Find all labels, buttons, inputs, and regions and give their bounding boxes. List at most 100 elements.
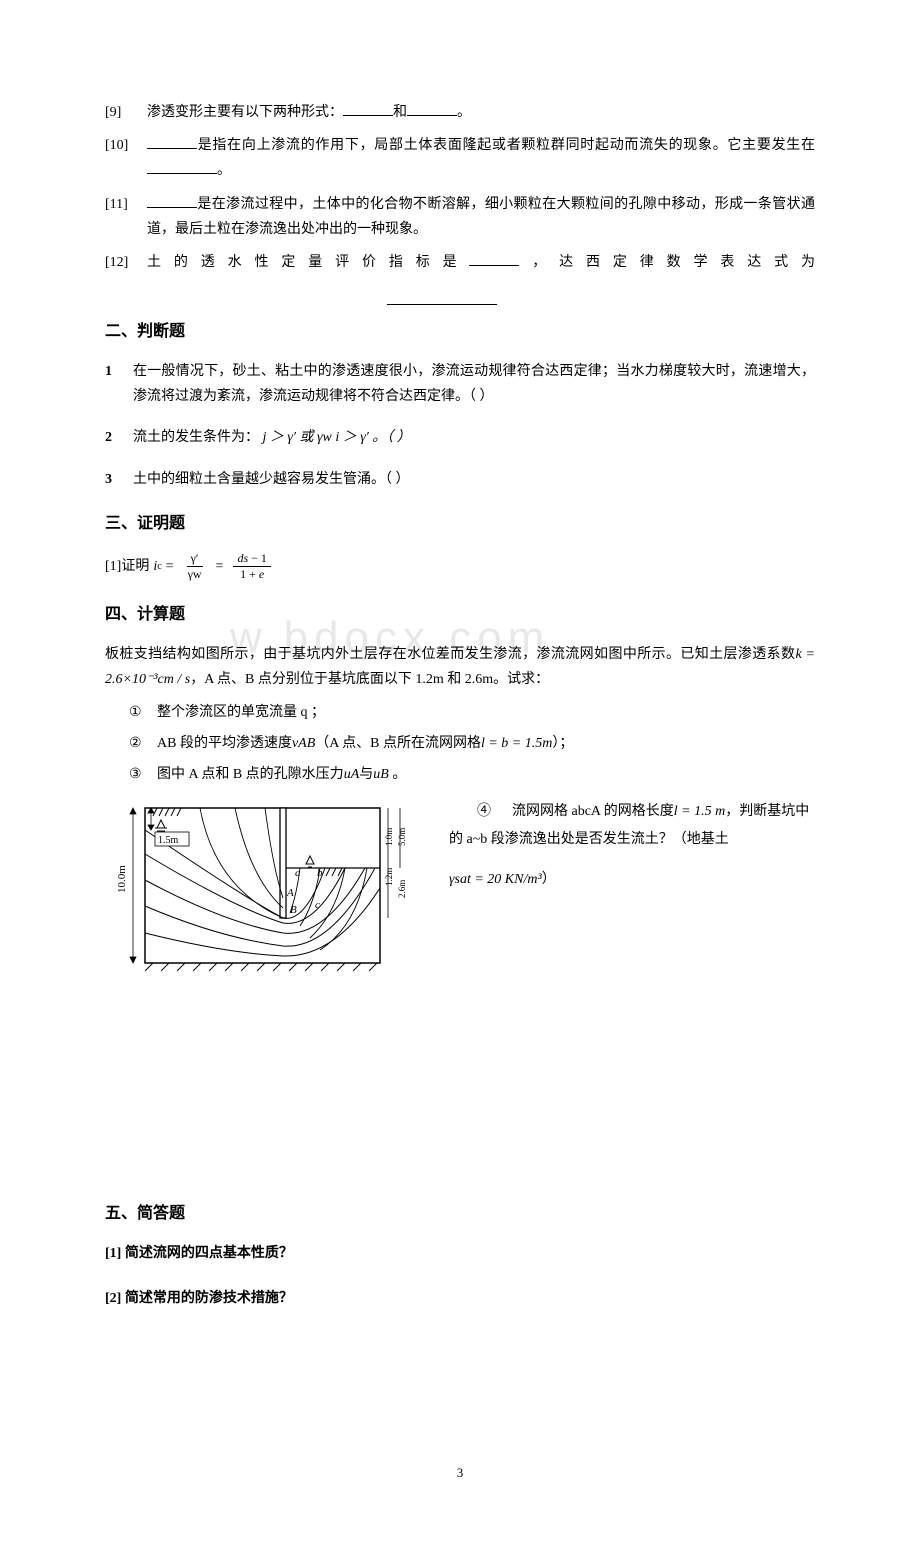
text-segment: ）； bbox=[552, 736, 573, 751]
label-c: c bbox=[315, 899, 320, 911]
text-segment: 。 bbox=[389, 767, 407, 782]
frac-num: ds − 1 bbox=[233, 551, 270, 568]
math-var: ds bbox=[237, 551, 248, 565]
circle-num: ④ bbox=[477, 804, 491, 819]
math-var: uA bbox=[344, 767, 360, 782]
judge-text: 流土的发生条件为： j ＞ γ′ 或 γw i ＞ γ′ 。（ ） bbox=[133, 425, 815, 450]
math-expr: l = 1.5 m bbox=[674, 804, 725, 819]
dim-r2: 5.0m bbox=[397, 827, 407, 845]
text-segment: 图中 A 点和 B 点的孔隙水压力 bbox=[157, 767, 344, 782]
item-number: [11] bbox=[105, 192, 147, 217]
text-segment: 。 bbox=[217, 163, 231, 178]
calc-sub-1: ① 整个渗流区的单宽流量 q ； bbox=[129, 700, 815, 725]
frac-den: γw bbox=[184, 567, 206, 583]
blank-field bbox=[469, 251, 519, 266]
judge-item-3: 3 土中的细粒土含量越少越容易发生管涌。（ ） bbox=[105, 467, 815, 492]
item-text: 是指在向上渗流的作用下，局部土体表面隆起或者颗粒群同时起动而流失的现象。它主要发… bbox=[147, 133, 815, 183]
blank-field bbox=[343, 101, 393, 116]
calc-sub-3: ③ 图中 A 点和 B 点的孔隙水压力uA与uB 。 bbox=[129, 762, 815, 787]
text-segment: ，达西定律数学表达式为 bbox=[519, 255, 815, 270]
item-text: 渗透变形主要有以下两种形式： 和 。 bbox=[147, 100, 815, 125]
math-expr: γsat = 20 KN/m³ bbox=[449, 872, 542, 887]
math-expr: l = b = 1.5m bbox=[481, 736, 552, 751]
text-segment: 整个渗流区的单宽流量 q ； bbox=[157, 700, 325, 725]
proof-label: [1]证明 bbox=[105, 554, 149, 579]
proof-formula: [1]证明 ic = γ′ γw = ds − 1 1 + e bbox=[105, 551, 815, 583]
fraction-2: ds − 1 1 + e bbox=[233, 551, 270, 583]
label-B: B bbox=[290, 904, 297, 916]
section-heading-proof: 三、证明题 bbox=[105, 510, 815, 539]
figure-block: a b A B c 10.0m bbox=[105, 798, 815, 992]
text-segment: AB 段的平均渗透速度 bbox=[157, 736, 292, 751]
dim-top: 1.5m bbox=[158, 835, 179, 846]
calc-sub-2: ② AB 段的平均渗透速度vAB（A 点、B 点所在流网网格l = b = 1.… bbox=[129, 731, 815, 756]
qa-item-1: [1] 简述流网的四点基本性质？ bbox=[105, 1241, 815, 1266]
frac-den: 1 + e bbox=[236, 567, 268, 583]
judge-item-1: 1 在一般情况下，砂土、粘土中的渗透速度很小，渗流运动规律符合达西定律；当水力梯… bbox=[105, 359, 815, 409]
math-var: vAB bbox=[292, 736, 315, 751]
math-expr: j ＞ γ′ 或 γw i ＞ γ′ 。（ ） bbox=[259, 430, 411, 445]
circle-num: ③ bbox=[129, 762, 157, 787]
dim-r4: 2.6m bbox=[397, 879, 407, 897]
text-segment: ） bbox=[542, 872, 556, 887]
text-segment: 板桩支挡结构如图所示，由于基坑内外土层存在水位差而发生渗流，渗流流网如图中所示。… bbox=[105, 647, 795, 662]
math-sub: c bbox=[157, 558, 161, 576]
section-heading-calc: 四、计算题 bbox=[105, 601, 815, 630]
text-segment: 与 bbox=[359, 767, 373, 782]
judge-number: 2 bbox=[105, 425, 133, 450]
judge-text: 在一般情况下，砂土、粘土中的渗透速度很小，渗流运动规律符合达西定律；当水力梯度较… bbox=[133, 359, 815, 409]
circle-num: ② bbox=[129, 731, 157, 756]
fraction-1: γ′ γw bbox=[184, 551, 206, 583]
label-a: a bbox=[295, 867, 301, 879]
blank-field bbox=[387, 290, 497, 305]
text-segment: （A 点、B 点所在流网网格 bbox=[315, 736, 481, 751]
text-segment: 1 + bbox=[240, 567, 259, 581]
text-segment: 是指在向上渗流的作用下，局部土体表面隆起或者颗粒群同时起动而流失的现象。它主要发… bbox=[197, 138, 815, 153]
dim-r1: 1.0m bbox=[384, 827, 394, 845]
dim-r3: 1.2m bbox=[384, 867, 394, 885]
dim-left: 10.0m bbox=[116, 864, 128, 892]
fill-item-12: [12] 土的透水性定量评价指标是 ，达西定律数学表达式为 bbox=[105, 250, 815, 300]
page-number: 3 bbox=[105, 1461, 815, 1484]
text-segment: 流网网格 abcA 的网格长度 bbox=[512, 804, 674, 819]
fill-item-11: [11] 是在渗流过程中，土体中的化合物不断溶解，细小颗粒在大颗粒间的孔隙中移动… bbox=[105, 192, 815, 242]
item-number: [9] bbox=[105, 100, 147, 125]
text-segment: 土的透水性定量评价指标是 bbox=[147, 255, 469, 270]
calc-intro: 板桩支挡结构如图所示，由于基坑内外土层存在水位差而发生渗流，渗流流网如图中所示。… bbox=[105, 642, 815, 692]
item-number: [12] bbox=[105, 250, 147, 275]
flow-net-diagram: a b A B c 10.0m bbox=[105, 798, 425, 992]
blank-field bbox=[407, 101, 457, 116]
math-var: uB bbox=[373, 767, 389, 782]
label-A: A bbox=[286, 887, 294, 899]
blank-field bbox=[147, 134, 197, 149]
text-segment: 。 bbox=[457, 105, 471, 120]
text-segment: 渗透变形主要有以下两种形式： bbox=[147, 105, 343, 120]
text-segment: 流土的发生条件为： bbox=[133, 430, 259, 445]
section-heading-qa: 五、简答题 bbox=[105, 1200, 815, 1229]
blank-field bbox=[147, 159, 217, 174]
judge-number: 3 bbox=[105, 467, 133, 492]
text-segment: 和 bbox=[393, 105, 407, 120]
fill-item-10: [10] 是指在向上渗流的作用下，局部土体表面隆起或者颗粒群同时起动而流失的现象… bbox=[105, 133, 815, 183]
text-segment: ，A 点、B 点分别位于基坑底面以下 1.2m 和 2.6m。试求： bbox=[190, 672, 549, 687]
circle-num: ① bbox=[129, 700, 157, 725]
text-segment: 是在渗流过程中，土体中的化合物不断溶解，细小颗粒在大颗粒间的孔隙中移动，形成一条… bbox=[147, 197, 815, 237]
math-var: e bbox=[259, 567, 264, 581]
qa-item-2: [2] 简述常用的防渗技术措施？ bbox=[105, 1286, 815, 1311]
text-segment: − 1 bbox=[251, 551, 267, 565]
item-text: 是在渗流过程中，土体中的化合物不断溶解，细小颗粒在大颗粒间的孔隙中移动，形成一条… bbox=[147, 192, 815, 242]
calc-sub-4: ④ 流网网格 abcA 的网格长度l = 1.5 m，判断基坑中的 a~b 段渗… bbox=[449, 798, 815, 894]
text-segment: AB 段的平均渗透速度vAB（A 点、B 点所在流网网格l = b = 1.5m… bbox=[157, 731, 573, 756]
equals: = bbox=[166, 554, 174, 579]
judge-item-2: 2 流土的发生条件为： j ＞ γ′ 或 γw i ＞ γ′ 。（ ） bbox=[105, 425, 815, 450]
item-number: [10] bbox=[105, 133, 147, 158]
frac-num: γ′ bbox=[187, 551, 203, 568]
item-text: 土的透水性定量评价指标是 ，达西定律数学表达式为 bbox=[147, 250, 815, 300]
label-b: b bbox=[317, 867, 323, 879]
fill-item-9: [9] 渗透变形主要有以下两种形式： 和 。 bbox=[105, 100, 815, 125]
text-segment: 图中 A 点和 B 点的孔隙水压力uA与uB 。 bbox=[157, 762, 406, 787]
section-heading-judge: 二、判断题 bbox=[105, 318, 815, 347]
blank-field bbox=[147, 192, 197, 207]
judge-text: 土中的细粒土含量越少越容易发生管涌。（ ） bbox=[133, 467, 815, 492]
judge-number: 1 bbox=[105, 359, 133, 384]
